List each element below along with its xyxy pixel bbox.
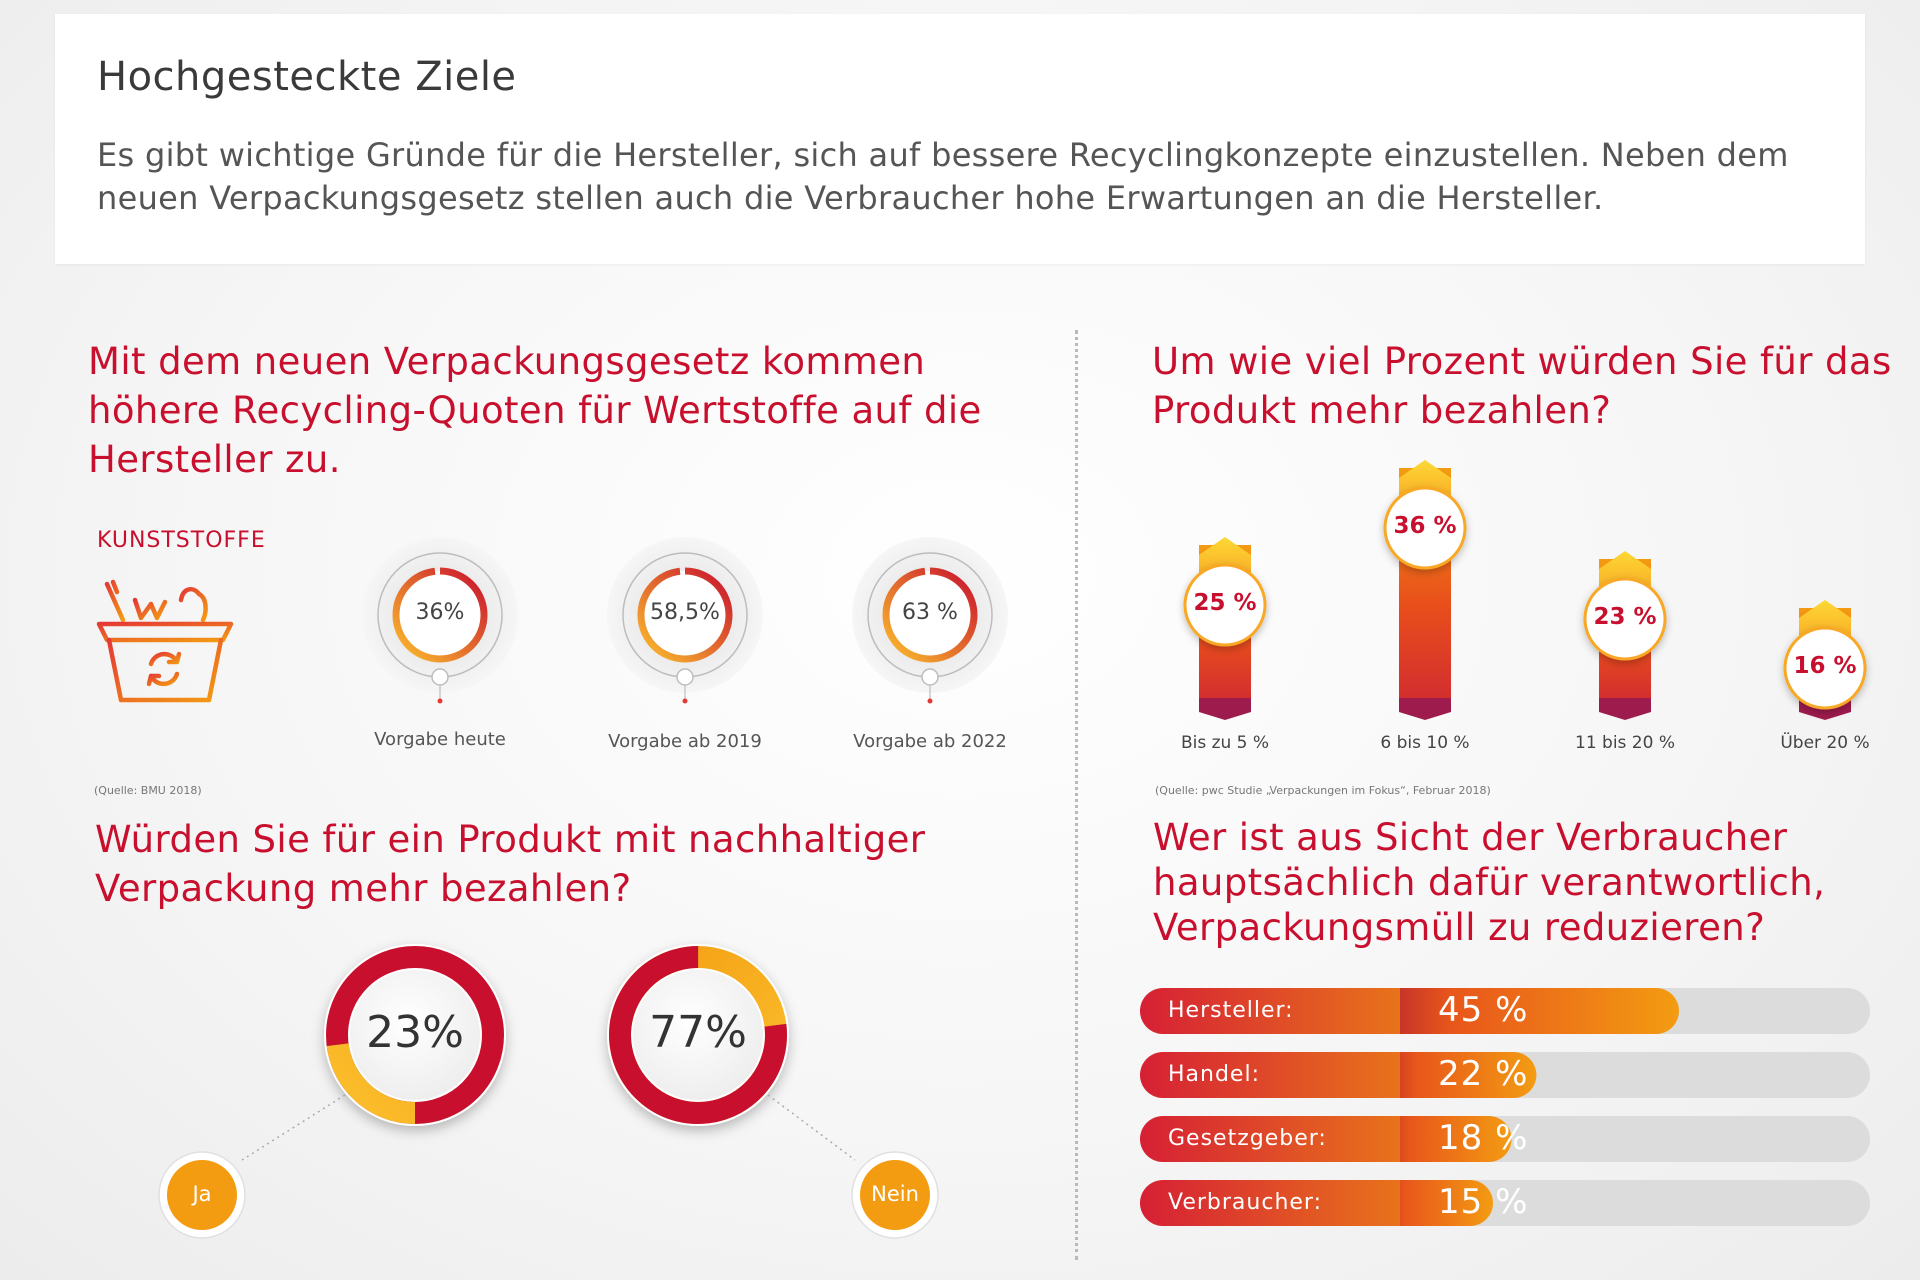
gauge-value-1: 36% [415, 600, 465, 625]
ring-badge-2 [860, 1160, 930, 1230]
hbar-value-2: 22 % [1438, 1054, 1529, 1094]
header-panel: Hochgesteckte Ziele Es gibt wichtige Grü… [55, 14, 1865, 264]
bar-value-1: 25 % [1193, 590, 1257, 616]
ring-value-1: 23% [366, 1007, 464, 1058]
ring-slice-1 [326, 946, 504, 1124]
bar-value-4: 16 % [1793, 653, 1857, 679]
gauge-value-3: 63 % [902, 600, 958, 625]
bar-bubble-1 [1183, 563, 1267, 647]
hbar-label-1: Hersteller: [1168, 998, 1294, 1023]
hbar-value-3: 18 % [1438, 1118, 1529, 1158]
bar-bubble-2 [1383, 486, 1467, 570]
hbar-label-3: Gesetzgeber: [1168, 1126, 1327, 1151]
hbar-label-bg-4 [1140, 1180, 1400, 1226]
mehr-title: Würden Sie für ein Produkt mit nachhalti… [95, 818, 926, 910]
verantwortlich-title: Wer ist aus Sicht der Verbraucher haupts… [1153, 816, 1826, 949]
ring-center-2 [633, 970, 763, 1100]
ring-leader-2 [767, 1094, 856, 1161]
ring-value-2: 77% [649, 1007, 747, 1058]
prozent-title: Um wie viel Prozent würden Sie für das P… [1152, 340, 1892, 432]
hbar-value-1: 45 % [1438, 990, 1529, 1030]
bar-category-3: 11 bis 20 % [1575, 733, 1675, 753]
bar-base-2 [1399, 698, 1451, 720]
kunststoffe-label: KUNSTSTOFFE [97, 528, 266, 553]
bar-category-1: Bis zu 5 % [1180, 733, 1270, 753]
gauge-dot-3 [927, 698, 933, 704]
hbar-label-bg-2 [1140, 1052, 1400, 1098]
ring-label-2: Nein [871, 1182, 919, 1206]
gauge-ring-3 [882, 567, 978, 663]
gauge-dot-1 [437, 698, 443, 704]
hbar-label-2: Handel: [1168, 1062, 1260, 1087]
intro-text: Es gibt wichtige Gründe für die Herstell… [97, 136, 1789, 217]
gauge-knob-3 [921, 668, 939, 686]
quoten-title: Mit dem neuen Verpackungsgesetz kommen h… [88, 340, 982, 481]
prozent-bars [1183, 460, 1867, 720]
gauge-ring-1 [392, 567, 488, 663]
gauge-dot-2 [682, 698, 688, 704]
ring-leader-1 [241, 1094, 346, 1161]
gauge-label-3: Vorgabe ab 2022 [853, 731, 1007, 752]
gauge-ring-2 [637, 567, 733, 663]
bar-bubble-3 [1583, 577, 1667, 661]
prozent-source: (Quelle: pwc Studie „Verpackungen im Fok… [1155, 784, 1491, 797]
ring-badge-1 [167, 1160, 237, 1230]
hbar-fill-4 [1375, 1180, 1493, 1226]
verantwortlich-bars [1140, 988, 1870, 1226]
bar-category-2: 6 bis 10 % [1380, 733, 1470, 753]
mehr-rings [158, 944, 939, 1239]
hbar-label-bg-1 [1140, 988, 1400, 1034]
quoten-source: (Quelle: BMU 2018) [94, 784, 202, 797]
gauge-label-1: Vorgabe heute [374, 729, 506, 750]
gauge-knob-1 [431, 668, 449, 686]
quoten-gauges [362, 537, 1008, 704]
bar-base-1 [1199, 698, 1251, 720]
bar-category-4: Über 20 % [1780, 733, 1870, 753]
page-title: Hochgesteckte Ziele [97, 54, 517, 100]
hbar-fill-3 [1375, 1116, 1512, 1162]
bar-bubble-4 [1783, 626, 1867, 710]
gauge-knob-2 [676, 668, 694, 686]
bar-value-3: 23 % [1593, 604, 1657, 630]
hbar-fill-2 [1375, 1052, 1537, 1098]
ring-center-1 [350, 970, 480, 1100]
section-divider [1075, 330, 1078, 1260]
gauge-value-2: 58,5% [650, 600, 720, 625]
ring-label-1: Ja [192, 1182, 212, 1206]
recycling-basket-icon [96, 579, 234, 703]
bar-value-2: 36 % [1393, 513, 1457, 539]
bar-base-3 [1599, 698, 1651, 720]
hbar-value-4: 15 % [1438, 1182, 1529, 1222]
gauge-label-2: Vorgabe ab 2019 [608, 731, 762, 752]
hbar-label-4: Verbraucher: [1168, 1190, 1323, 1215]
hbar-label-bg-3 [1140, 1116, 1400, 1162]
hbar-fill-1 [1375, 988, 1679, 1034]
